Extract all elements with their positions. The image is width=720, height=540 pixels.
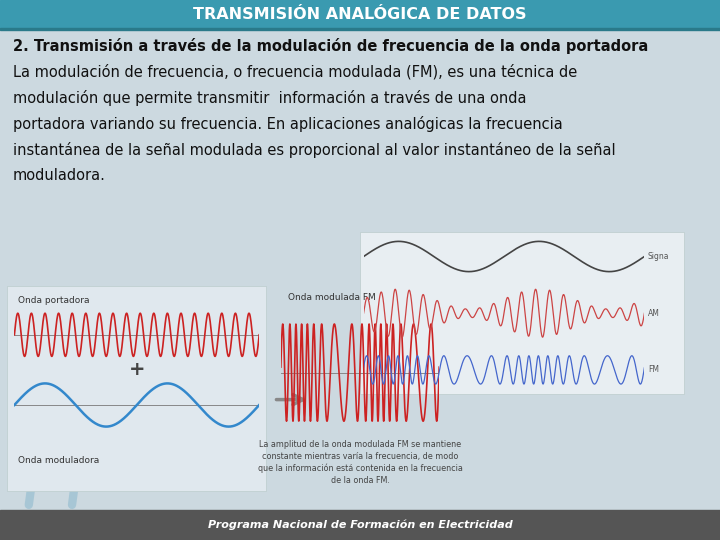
Bar (0, 28, 720, 30)
FancyBboxPatch shape (360, 232, 684, 394)
Text: La amplitud de la onda modulada FM se mantiene
constante mientras varía la frecu: La amplitud de la onda modulada FM se ma… (258, 440, 462, 485)
Text: portadora variando su frecuencia. En aplicaciones analógicas la frecuencia: portadora variando su frecuencia. En apl… (13, 116, 563, 132)
Text: Signa: Signa (648, 252, 670, 261)
Text: La modulación de frecuencia, o frecuencia modulada (FM), es una técnica de: La modulación de frecuencia, o frecuenci… (13, 64, 577, 80)
Text: Onda modulada FM: Onda modulada FM (288, 293, 376, 302)
Text: instantánea de la señal modulada es proporcional al valor instantáneo de la seña: instantánea de la señal modulada es prop… (13, 142, 616, 158)
Text: Onda moduladora: Onda moduladora (18, 456, 99, 465)
Text: TRANSMISIÓN ANALÓGICA DE DATOS: TRANSMISIÓN ANALÓGICA DE DATOS (193, 6, 527, 22)
Text: Onda portadora: Onda portadora (18, 296, 89, 305)
Text: 2. Transmisión a través de la modulación de frecuencia de la onda portadora: 2. Transmisión a través de la modulación… (13, 38, 648, 55)
Bar (0, 0, 720, 28)
Bar (0, 510, 720, 540)
FancyBboxPatch shape (7, 286, 266, 491)
Text: modulación que permite transmitir  información a través de una onda: modulación que permite transmitir inform… (13, 90, 526, 106)
Text: +: + (129, 360, 145, 380)
Text: Programa Nacional de Formación en Electricidad: Programa Nacional de Formación en Electr… (207, 520, 513, 530)
Text: FM: FM (648, 366, 659, 374)
Text: moduladora.: moduladora. (13, 168, 106, 183)
Text: AM: AM (648, 309, 660, 318)
